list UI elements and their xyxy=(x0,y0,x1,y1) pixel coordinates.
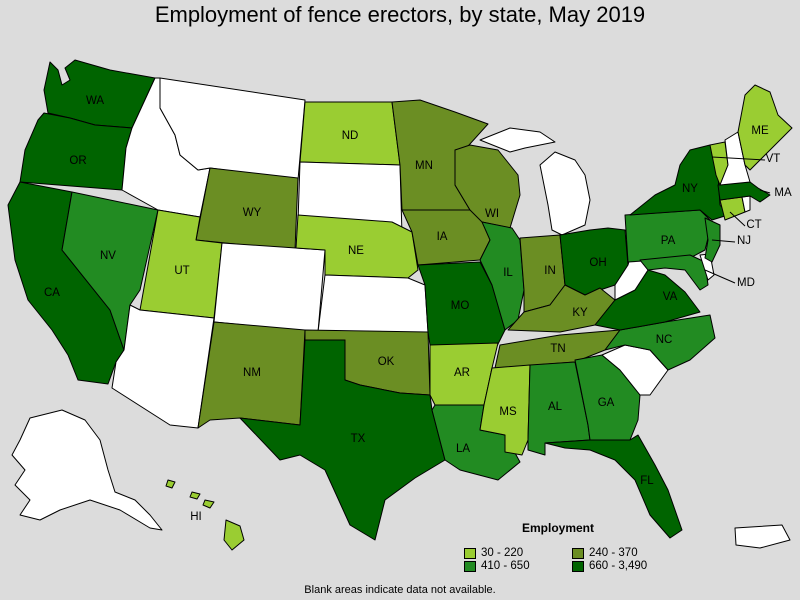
state-wi[interactable] xyxy=(454,144,521,229)
state-label-nc: NC xyxy=(656,334,673,346)
state-tx[interactable] xyxy=(239,339,446,541)
state-label-ma: MA xyxy=(774,187,792,199)
state-label-wy: WY xyxy=(243,207,262,219)
state-label-il: IL xyxy=(503,267,513,279)
state-label-nv: NV xyxy=(100,250,116,262)
state-me[interactable] xyxy=(737,84,793,171)
state-label-nm: NM xyxy=(243,367,261,379)
map-legend: Employment 30 - 220 240 - 370 410 - 650 660… xyxy=(464,521,692,572)
state-label-ms: MS xyxy=(499,406,517,418)
state-ct[interactable] xyxy=(719,196,746,221)
state-label-hi: HI xyxy=(190,511,202,523)
state-label-ny: NY xyxy=(682,183,698,195)
legend-swatch xyxy=(464,547,476,559)
state-label-fl: FL xyxy=(640,475,654,487)
state-mi[interactable] xyxy=(479,127,591,236)
state-label-vt: VT xyxy=(766,153,781,165)
state-label-pa: PA xyxy=(661,235,676,247)
state-label-ky: KY xyxy=(572,307,588,319)
footnote: Blank areas indicate data not available. xyxy=(304,584,496,596)
state-label-va: VA xyxy=(663,291,678,303)
state-label-ga: GA xyxy=(598,397,615,409)
state-label-ct: CT xyxy=(746,219,761,231)
state-label-mo: MO xyxy=(451,300,470,312)
legend-label: 30 - 220 xyxy=(481,547,524,559)
state-label-md: MD xyxy=(737,277,755,289)
state-ak[interactable] xyxy=(11,409,163,531)
territory-pr[interactable] xyxy=(734,524,791,549)
state-label-tn: TN xyxy=(550,343,565,355)
legend-item: 30 - 220 xyxy=(464,547,572,559)
state-label-ut: UT xyxy=(174,265,189,277)
legend-item: 410 - 650 xyxy=(464,560,572,572)
state-ks[interactable] xyxy=(317,274,429,333)
legend-swatch xyxy=(572,560,584,572)
state-label-nd: ND xyxy=(342,130,359,142)
map-title: Employment of fence erectors, by state, … xyxy=(154,2,646,27)
state-md[interactable] xyxy=(639,254,709,291)
state-il[interactable] xyxy=(479,221,525,331)
legend-swatch xyxy=(572,547,584,559)
state-label-me: ME xyxy=(751,125,769,137)
state-label-al: AL xyxy=(548,401,563,413)
state-label-ok: OK xyxy=(378,356,395,368)
legend-item: 240 - 370 xyxy=(572,547,692,559)
state-label-nj: NJ xyxy=(737,235,751,247)
state-ky[interactable] xyxy=(507,284,616,333)
state-label-oh: OH xyxy=(589,257,606,269)
legend-label: 410 - 650 xyxy=(481,560,530,572)
state-label-ca: CA xyxy=(44,287,60,299)
state-wa[interactable] xyxy=(43,59,156,129)
state-label-or: OR xyxy=(69,155,86,167)
leader-line xyxy=(711,156,766,161)
state-label-ar: AR xyxy=(454,367,470,379)
state-label-la: LA xyxy=(456,443,470,455)
state-az[interactable] xyxy=(111,304,215,429)
state-label-ne: NE xyxy=(348,245,364,257)
leader-line xyxy=(711,239,736,243)
leader-line xyxy=(704,269,736,284)
legend-title: Employment xyxy=(522,521,595,535)
legend-swatch xyxy=(464,560,476,572)
state-ma[interactable] xyxy=(717,181,771,203)
legend-grid: 30 - 220 240 - 370 410 - 650 660 - 3,490 xyxy=(464,547,692,572)
legend-label: 660 - 3,490 xyxy=(589,560,648,572)
state-label-in: IN xyxy=(544,265,556,277)
legend-item: 660 - 3,490 xyxy=(572,560,692,572)
state-co[interactable] xyxy=(213,242,326,333)
state-label-ia: IA xyxy=(437,231,448,243)
leader-line xyxy=(729,211,746,227)
state-label-tx: TX xyxy=(351,433,366,445)
legend-label: 240 - 370 xyxy=(589,547,638,559)
state-label-mn: MN xyxy=(415,160,433,172)
state-label-wi: WI xyxy=(485,208,499,220)
state-fl[interactable] xyxy=(544,434,683,539)
leader-line xyxy=(759,189,771,194)
state-label-wa: WA xyxy=(86,95,104,107)
state-hi[interactable] xyxy=(165,479,245,551)
